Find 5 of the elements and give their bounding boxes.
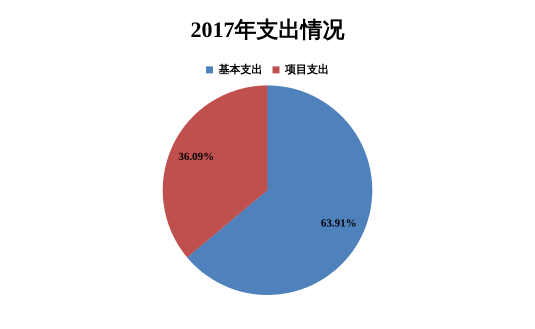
chart-title: 2017年支出情况: [190, 16, 346, 42]
data-label: 63.91%: [320, 217, 357, 230]
legend-label: 项目支出: [284, 62, 329, 76]
data-label: 36.09%: [178, 150, 214, 163]
legend-label: 基本支出: [218, 62, 262, 76]
